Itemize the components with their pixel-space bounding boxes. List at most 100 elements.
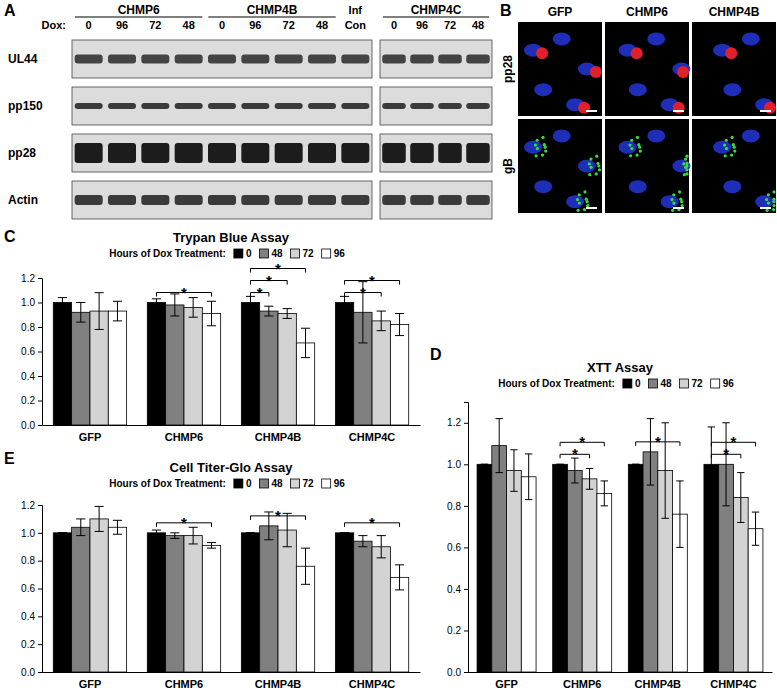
stain (684, 157, 687, 160)
x-tick-label: CHMP4C (710, 678, 757, 690)
x-tick: CHMP4B (255, 672, 302, 690)
lane-label: 72 (283, 19, 295, 31)
stain (671, 209, 674, 212)
lane-label: 72 (444, 19, 456, 31)
x-tick-label: CHMP4B (255, 431, 302, 443)
stain (725, 139, 728, 142)
error-bar (301, 328, 310, 357)
significance: *** (156, 507, 399, 531)
nucleus (723, 83, 741, 96)
stain (536, 139, 539, 142)
group-underline (75, 17, 202, 18)
blot-band (341, 143, 369, 163)
bar (477, 464, 492, 672)
group-label: CHMP6 (118, 3, 160, 17)
y-tick-mark (38, 278, 42, 279)
error-bar (76, 519, 85, 536)
error-bar (170, 533, 179, 539)
scale-bar (760, 110, 771, 112)
error-bar (189, 298, 198, 318)
x-tick-label: CHMP6 (563, 678, 602, 690)
x-tick-label: GFP (495, 678, 518, 690)
nucleus (619, 141, 637, 154)
blot-band (382, 55, 406, 64)
x-axis-line (469, 672, 773, 673)
error-bar (170, 294, 179, 316)
bar (582, 479, 597, 672)
lane-label: 96 (249, 19, 261, 31)
error-bar (113, 301, 122, 321)
stain (683, 173, 686, 176)
y-tick-label: 1.0 (447, 459, 461, 470)
stain (685, 162, 688, 165)
stain (536, 147, 539, 150)
panel-label: E (4, 450, 15, 467)
y-tick: 0.2 (447, 625, 468, 636)
y-tick-label: 1.2 (447, 417, 461, 428)
y-tick-mark (38, 589, 42, 590)
stain (589, 157, 592, 160)
error-bar (152, 530, 161, 536)
blot-band (241, 195, 269, 205)
group-label: CHMP4B (247, 3, 298, 17)
y-tick-label: 0.2 (21, 395, 35, 406)
row-label: UL44 (8, 52, 38, 66)
stain (578, 201, 581, 204)
y-tick: 0.0 (447, 667, 468, 678)
blot-band (175, 195, 203, 205)
legend-swatch (680, 379, 689, 388)
error-bar (377, 536, 386, 558)
legend-label: 0 (246, 248, 252, 259)
nucleus (672, 160, 690, 173)
legend: Hours of Dox Treatment:0487296 (498, 378, 734, 389)
stain (679, 198, 682, 201)
y-tick-mark (38, 505, 42, 506)
stain (544, 149, 547, 152)
error-bar (95, 293, 104, 330)
legend-swatch (711, 379, 720, 388)
x-tick: CHMP6 (165, 425, 204, 443)
scale-bar (760, 207, 771, 209)
significance: ***** (560, 433, 755, 462)
legend-label: 72 (692, 378, 704, 389)
stain (598, 168, 601, 171)
bar (147, 533, 165, 672)
legend-swatch (234, 479, 243, 488)
stain (772, 190, 775, 193)
y-tick-mark (38, 561, 42, 562)
bar (733, 498, 748, 672)
blot-band (308, 103, 336, 109)
x-tick: CHMP4B (635, 672, 682, 690)
y-axis-line (38, 506, 43, 673)
error-bar (377, 311, 386, 331)
error-bar (340, 296, 349, 308)
significance-label: * (369, 514, 375, 531)
group-label: CHMP4C (411, 3, 462, 17)
nucleus (723, 180, 741, 193)
stain (725, 47, 737, 59)
blot-band (410, 55, 434, 64)
y-tick-label: 1.2 (21, 500, 35, 511)
lane-label: 48 (316, 19, 328, 31)
lane-label: 48 (183, 19, 195, 31)
blot-band (141, 55, 169, 64)
stain (723, 143, 726, 146)
x-tick: CHMP4C (710, 672, 757, 690)
stain (534, 143, 537, 146)
legend-title: Hours of Dox Treatment: (109, 248, 226, 259)
bar (748, 529, 763, 672)
x-axis: GFP CHMP6 CHMP4B CHMP4C (469, 672, 773, 690)
panel-label: C (4, 228, 16, 245)
blot-band (208, 143, 236, 163)
plot-area (53, 506, 408, 672)
row-label: pp28 (8, 146, 36, 160)
blot-band (410, 195, 434, 205)
error-bar (496, 419, 503, 473)
y-tick: 0.4 (447, 584, 468, 595)
nucleus (566, 195, 584, 208)
significance-label: * (369, 272, 375, 289)
blot-band (175, 143, 203, 163)
error-bar (601, 481, 608, 506)
error-bar (283, 309, 292, 319)
blot-box (72, 134, 372, 172)
